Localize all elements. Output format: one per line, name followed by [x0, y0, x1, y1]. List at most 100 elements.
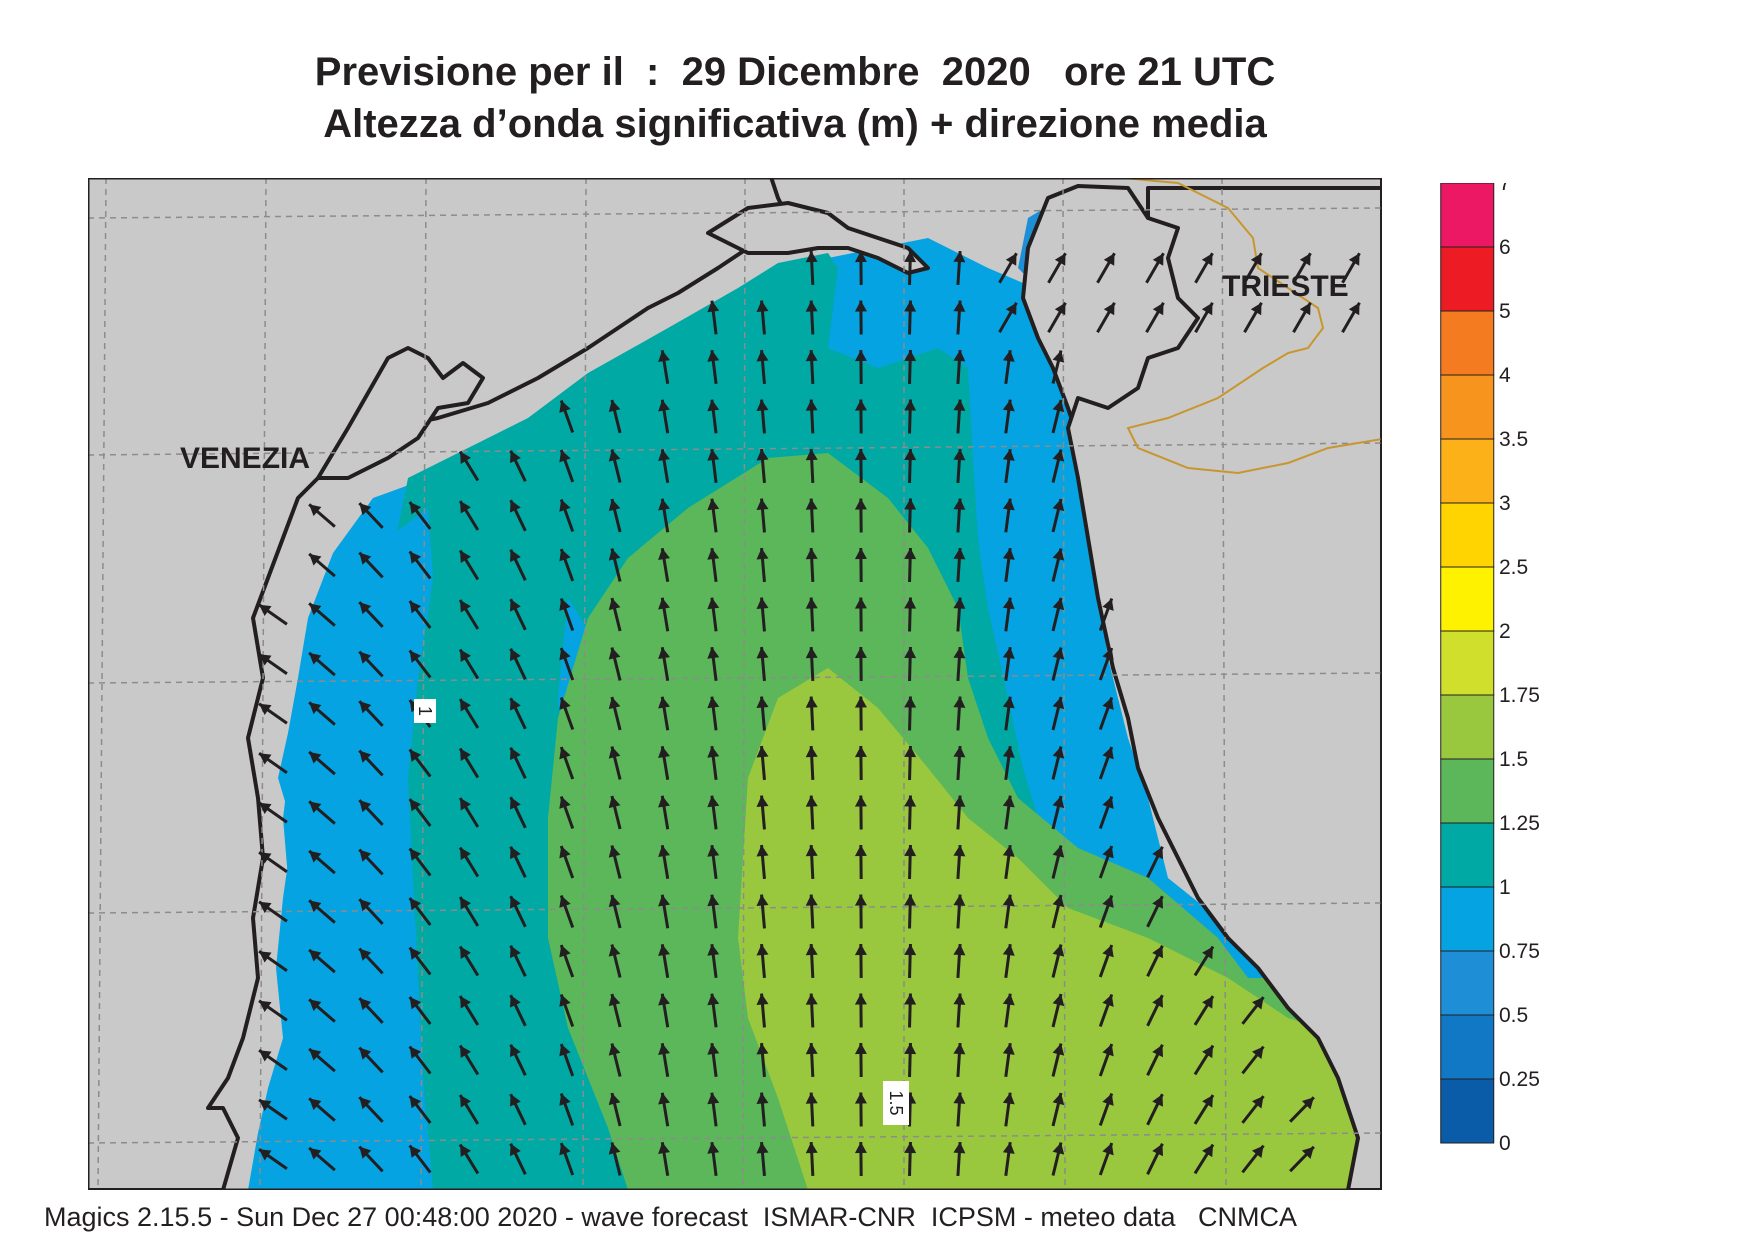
- city-label-venezia: VENEZIA: [180, 442, 310, 475]
- wave-direction-arrow: [658, 646, 670, 682]
- wave-direction-arrow: [559, 548, 575, 582]
- wave-direction-arrow: [904, 250, 917, 286]
- wave-direction-arrow: [658, 696, 670, 731]
- wave-direction-arrow: [1194, 252, 1214, 284]
- wave-direction-arrow: [805, 1092, 818, 1127]
- wave-direction-arrow: [756, 894, 769, 929]
- band-0.75-1-venezia: [248, 508, 433, 1190]
- wave-direction-arrow: [1051, 498, 1065, 533]
- wave-direction-arrow: [1002, 498, 1015, 533]
- wave-direction-arrow: [953, 1042, 966, 1078]
- wave-direction-arrow: [509, 1143, 527, 1175]
- wave-direction-arrow: [1193, 1094, 1215, 1125]
- wave-direction-arrow: [358, 1096, 384, 1123]
- land-grado: [706, 201, 930, 275]
- wave-direction-arrow: [358, 997, 384, 1024]
- wave-direction-arrow: [904, 745, 917, 781]
- wave-direction-arrow: [707, 547, 720, 583]
- wave-direction-arrow: [408, 550, 432, 580]
- wave-direction-arrow: [358, 749, 384, 777]
- wave-direction-arrow: [509, 1044, 527, 1076]
- wave-direction-arrow: [408, 1144, 432, 1174]
- wave-direction-arrow: [1002, 597, 1015, 632]
- wave-direction-arrow: [408, 847, 432, 877]
- wave-direction-arrow: [458, 995, 480, 1026]
- wave-direction-arrow: [1098, 894, 1114, 929]
- wave-direction-arrow: [805, 300, 818, 335]
- wave-direction-arrow: [308, 948, 336, 974]
- wave-direction-arrow: [904, 399, 917, 434]
- colorbar-label: 3: [1499, 492, 1511, 515]
- colorbar-box: [1440, 566, 1495, 632]
- wave-direction-arrow: [854, 498, 867, 533]
- wave-direction-arrow: [854, 943, 867, 979]
- wave-direction-arrow: [258, 702, 288, 725]
- wave-direction-arrow: [854, 597, 867, 632]
- wave-direction-arrow: [854, 894, 867, 929]
- colorbar-box: [1440, 310, 1495, 376]
- wave-direction-arrow: [1002, 745, 1015, 781]
- wave-direction-arrow: [953, 547, 966, 583]
- wave-direction-arrow: [358, 650, 384, 678]
- graticule: [88, 178, 1382, 1190]
- wave-direction-arrow: [308, 849, 336, 875]
- wave-direction-arrow: [805, 696, 818, 731]
- wave-direction-arrow: [509, 895, 527, 928]
- wave-direction-arrow: [953, 300, 966, 335]
- wave-direction-arrow: [904, 943, 917, 979]
- wave-direction-arrow: [509, 994, 527, 1027]
- wave-direction-arrow: [1289, 1145, 1315, 1173]
- wave-direction-arrow: [308, 1047, 336, 1073]
- wave-direction-arrow: [1051, 795, 1065, 830]
- colorbar-box: [1440, 502, 1495, 568]
- wave-direction-arrow: [559, 647, 575, 681]
- wave-direction-arrow: [308, 899, 336, 924]
- wave-direction-arrow: [1051, 449, 1065, 483]
- wave-direction-arrow: [1146, 1143, 1164, 1175]
- wave-direction-arrow: [1002, 646, 1015, 682]
- wave-direction-arrow: [707, 943, 720, 979]
- colorbar-box: [1440, 630, 1495, 696]
- wave-direction-arrow: [953, 844, 966, 880]
- wave-direction-arrow: [1193, 1044, 1215, 1076]
- wave-direction-arrow: [559, 746, 575, 780]
- wave-direction-arrow: [1243, 302, 1263, 333]
- wave-direction-arrow: [559, 1092, 575, 1127]
- wave-direction-arrow: [559, 894, 575, 929]
- wave-direction-arrow: [559, 845, 575, 879]
- wave-direction-arrow: [1193, 1143, 1215, 1175]
- wave-direction-arrow: [756, 1092, 769, 1127]
- wave-direction-arrow: [756, 943, 769, 979]
- wave-direction-arrow: [509, 1093, 527, 1126]
- wave-direction-arrow: [1002, 448, 1015, 484]
- wave-direction-arrow: [1146, 1093, 1164, 1126]
- footer-credit: Magics 2.15.5 - Sun Dec 27 00:48:00 2020…: [44, 1202, 1298, 1232]
- wave-direction-arrow: [308, 800, 336, 825]
- wave-direction-arrow: [1002, 696, 1015, 731]
- wave-direction-arrow: [1047, 252, 1067, 284]
- wave-direction-arrow: [904, 448, 917, 484]
- wave-direction-arrow: [1146, 895, 1164, 928]
- wave-direction-arrow: [308, 552, 336, 578]
- wave-direction-arrow: [707, 1042, 720, 1078]
- wave-direction-arrow: [608, 696, 622, 731]
- wave-direction-arrow: [904, 349, 917, 385]
- wave-direction-arrow: [1193, 995, 1215, 1026]
- wave-direction-arrow: [1292, 252, 1312, 284]
- wave-direction-arrow: [953, 795, 966, 830]
- wave-direction-arrow: [904, 1042, 917, 1078]
- wave-direction-arrow: [1098, 746, 1114, 780]
- wave-direction-arrow: [1096, 302, 1116, 333]
- wave-direction-arrow: [904, 547, 917, 583]
- wave-direction-arrow: [1051, 1043, 1065, 1077]
- wave-direction-arrow: [756, 448, 769, 484]
- wave-direction-arrow: [1002, 1042, 1015, 1078]
- wave-direction-arrow: [608, 845, 622, 879]
- wave-direction-arrow: [805, 250, 818, 286]
- wave-direction-arrow: [608, 647, 622, 681]
- wave-direction-arrow: [658, 844, 670, 880]
- wave-direction-arrow: [1002, 993, 1015, 1028]
- wave-direction-arrow: [658, 547, 670, 583]
- colorbar-box: [1440, 822, 1495, 888]
- land-west: [88, 178, 790, 1190]
